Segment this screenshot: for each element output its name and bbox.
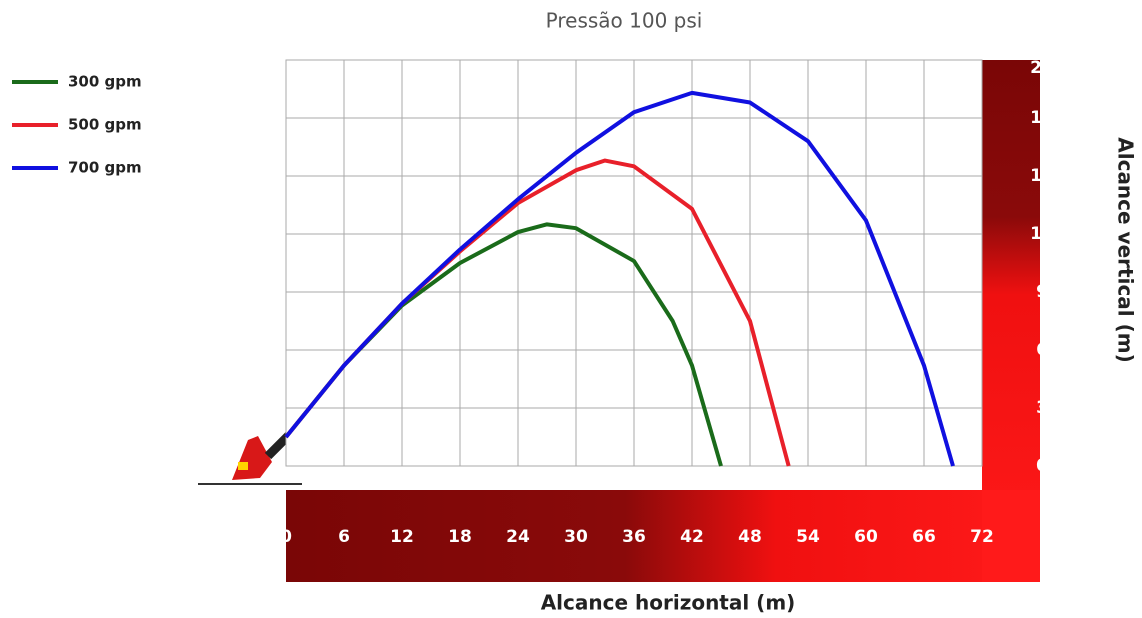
x-tick-label: 72 xyxy=(970,527,994,547)
y-tick-label: 9 xyxy=(1036,282,1048,302)
y-axis-label: Alcance vertical (m) xyxy=(1114,137,1138,362)
y-tick-label: 0 xyxy=(1036,456,1048,476)
x-tick-label: 30 xyxy=(564,527,588,547)
x-tick-label: 36 xyxy=(622,527,646,547)
y-tick-label: 18 xyxy=(1030,108,1054,128)
x-tick-label: 0 xyxy=(280,527,292,547)
x-tick-label: 18 xyxy=(448,527,472,547)
y-tick-label: 6 xyxy=(1036,340,1048,360)
legend-label: 300 gpm xyxy=(68,73,142,91)
legend-label: 700 gpm xyxy=(68,159,142,177)
x-tick-label: 24 xyxy=(506,527,530,547)
legend-label: 500 gpm xyxy=(68,116,142,134)
x-axis-label: Alcance horizontal (m) xyxy=(541,591,796,615)
y-tick-label: 12 xyxy=(1030,224,1054,244)
x-tick-label: 60 xyxy=(854,527,878,547)
x-tick-label: 54 xyxy=(796,527,820,547)
y-tick-label: 15 xyxy=(1030,166,1054,186)
chart: Pressão 100 psi Alcance horizontal (m) A… xyxy=(0,0,1142,618)
x-tick-label: 48 xyxy=(738,527,762,547)
x-tick-label: 12 xyxy=(390,527,414,547)
x-tick-label: 42 xyxy=(680,527,704,547)
y-tick-label: 3 xyxy=(1036,398,1048,418)
chart-title: Pressão 100 psi xyxy=(546,9,703,33)
y-tick-label: 21 xyxy=(1030,58,1054,78)
x-tick-label: 6 xyxy=(338,527,350,547)
x-tick-label: 66 xyxy=(912,527,936,547)
